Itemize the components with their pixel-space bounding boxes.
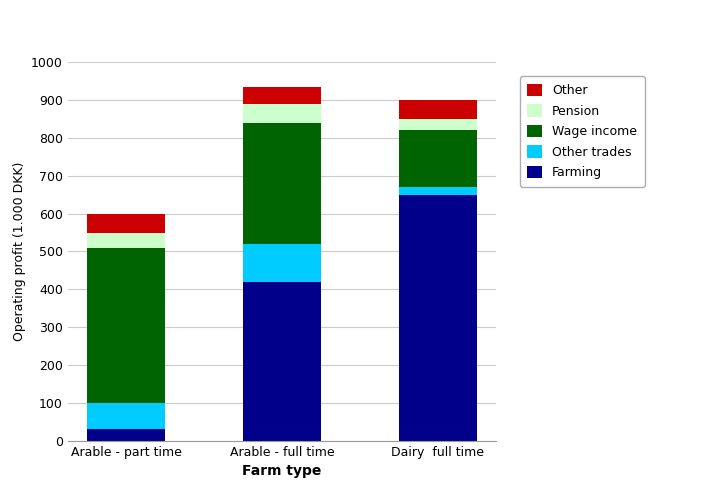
Bar <box>87 214 165 233</box>
Bar <box>243 282 321 441</box>
Bar <box>399 119 477 130</box>
Bar <box>399 130 477 187</box>
Legend: Other, Pension, Wage income, Other trades, Farming: Other, Pension, Wage income, Other trade… <box>520 76 645 187</box>
Text: organic dairy and arable farms in 2003: organic dairy and arable farms in 2003 <box>9 41 370 54</box>
Y-axis label: Operating profit (1.000 DKK): Operating profit (1.000 DKK) <box>13 162 26 341</box>
Bar <box>399 195 477 441</box>
X-axis label: Farm type: Farm type <box>242 464 322 478</box>
Bar <box>243 87 321 104</box>
Text: igure 2.5.   Operating profits from farming and income from outside farming on: igure 2.5. Operating profits from farmin… <box>9 16 606 29</box>
Bar <box>87 429 165 441</box>
Bar <box>243 104 321 123</box>
Bar <box>399 187 477 195</box>
Bar <box>87 233 165 248</box>
Bar <box>87 403 165 429</box>
Bar <box>243 123 321 244</box>
Bar <box>243 244 321 282</box>
Bar <box>87 248 165 403</box>
Bar <box>399 100 477 119</box>
